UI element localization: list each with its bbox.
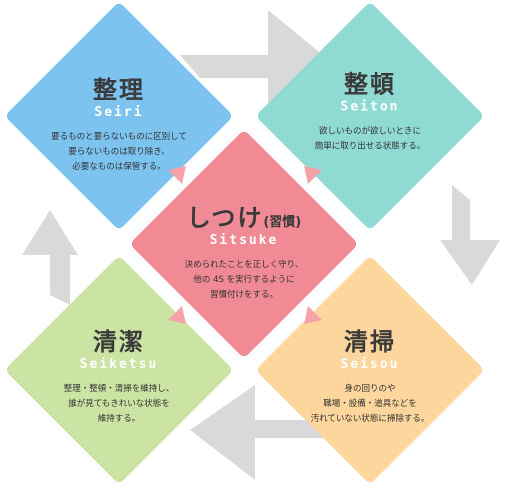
seiketsu-desc-line: 整理・整頓・清掃を維持し、	[63, 384, 175, 395]
seiketsu-title: 清潔	[92, 327, 145, 356]
seiton-description: 欲しいものが欲しいときに 簡単に取り出せる状態する。	[315, 125, 426, 155]
seiton-desc-line: 欲しいものが欲しいときに	[318, 126, 422, 137]
shitsuke-title-main: しつけ	[186, 203, 264, 232]
seisou-roman: Seisou	[340, 357, 400, 373]
seisou-description: 身の回りのや 職場・設備・道具などを 汚れていない状態に掃除する。	[311, 382, 430, 427]
shitsuke-title-sub: (習慣)	[263, 214, 302, 230]
shitsuke-desc-line: 習慣付けをする。	[209, 290, 279, 301]
shitsuke-roman: Sitsuke	[209, 233, 279, 249]
shitsuke-desc-line: 他の 4S を実行するように	[193, 275, 295, 286]
arrow-seiketsu-to-seiri	[22, 210, 78, 305]
card-seiton: 整頓 Seiton 欲しいものが欲しいときに 簡単に取り出せる状態する。	[315, 71, 426, 154]
seiri-roman: Seiri	[94, 105, 144, 121]
seiri-desc-line: 要らないものは取り除き、	[68, 147, 170, 158]
seisou-desc-line: 汚れていない状態に掃除する。	[310, 414, 430, 425]
seiri-title: 整理	[93, 75, 145, 104]
seiton-roman: Seiton	[340, 99, 400, 115]
arrow-seiton-to-seisou	[440, 185, 500, 285]
seiton-desc-line: 簡単に取り出せる状態する。	[314, 141, 426, 152]
pink-arrow-top-left	[168, 166, 186, 184]
arrow-seisou-to-seiketsu	[190, 385, 340, 480]
seiketsu-desc-line: 誰が見てもきれいな状態を	[68, 399, 170, 410]
diamond-shitsuke	[131, 131, 357, 357]
card-seiri: 整理 Seiri 要るものと要らないものに区別して 要らないものは取り除き、 必…	[51, 77, 187, 175]
pink-arrow-top-right	[304, 166, 322, 184]
shitsuke-description: 決められたことを正しく守り、 他の 4S を実行するように 習慣付けをする。	[185, 258, 304, 303]
shitsuke-title: しつけ(習慣)	[185, 205, 304, 231]
card-shitsuke: しつけ(習慣) Sitsuke 決められたことを正しく守り、 他の 4S を実行…	[185, 205, 304, 303]
seiketsu-description: 整理・整頓・清掃を維持し、 誰が見てもきれいな状態を 維持する。	[64, 382, 175, 427]
pink-arrow-bottom-right	[304, 306, 322, 324]
seisou-desc-line: 職場・設備・道具などを	[323, 399, 417, 410]
card-seiketsu: 清潔 Seiketsu 整理・整頓・清掃を維持し、 誰が見てもきれいな状態を 維…	[64, 329, 175, 427]
seisou-title: 清掃	[344, 327, 396, 356]
pink-arrow-bottom-left	[168, 306, 186, 324]
seiton-title: 整頓	[343, 70, 396, 99]
seiri-description: 要るものと要らないものに区別して 要らないものは取り除き、 必要なものは保管する…	[51, 130, 187, 175]
seiketsu-desc-line: 維持する。	[97, 414, 141, 425]
card-seisou: 清掃 Seisou 身の回りのや 職場・設備・道具などを 汚れていない状態に掃除…	[311, 329, 430, 427]
seiri-desc-line: 必要なものは保管する。	[72, 162, 166, 173]
shitsuke-desc-line: 決められたことを正しく守り、	[184, 260, 304, 271]
seiri-desc-line: 要るものと要らないものに区別して	[51, 132, 187, 143]
seiketsu-roman: Seiketsu	[79, 357, 159, 373]
seisou-desc-line: 身の回りのや	[344, 384, 396, 395]
